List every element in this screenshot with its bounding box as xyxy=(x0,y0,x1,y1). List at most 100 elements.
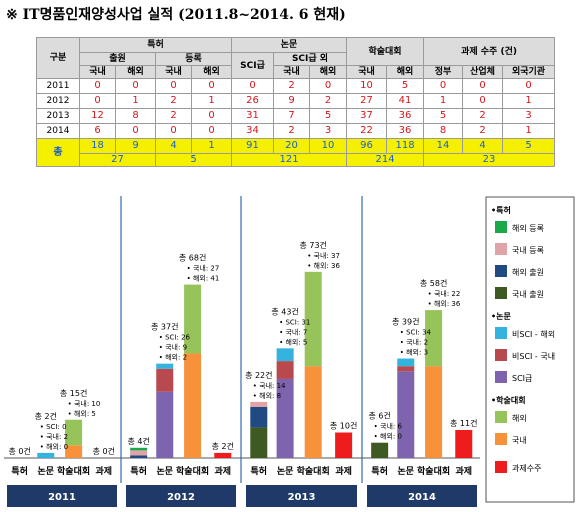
conf-bar-segment xyxy=(304,366,322,458)
bar-note-label: • 국내: 10 xyxy=(68,399,101,408)
table-group-total: 214 xyxy=(346,153,425,167)
table-total-label: 총 xyxy=(36,138,80,167)
paper-bar-segment xyxy=(276,348,294,362)
legend-swatch xyxy=(495,461,507,473)
bar-note-label: • 국내: 22 xyxy=(428,289,461,298)
category-tick-label: 과제 xyxy=(95,465,112,477)
bar-note-label: • 해외: 0 xyxy=(40,442,68,451)
bar-note-label: • 국내: 37 xyxy=(307,251,340,260)
year-band xyxy=(246,485,357,507)
bar-total-label: 총 37건 xyxy=(151,322,178,332)
legend-label: 해외 등록 xyxy=(512,223,544,233)
bar-note-label: • 해외: 5 xyxy=(68,409,96,418)
table-cell: 5 xyxy=(502,138,556,154)
patent-bar-segment xyxy=(250,401,268,407)
bar-total-label: 총 2건 xyxy=(212,441,234,451)
bar-note-label: • 해외: 36 xyxy=(307,261,340,270)
table-column-header: 국내 xyxy=(273,65,310,79)
year-label: 2014 xyxy=(408,492,436,503)
bar-note-label: • 해외: 36 xyxy=(428,299,461,308)
bar-total-label: 총 4건 xyxy=(127,436,149,446)
bar-note-label: • SCI: 0 xyxy=(40,423,67,431)
category-tick-label: 특허 xyxy=(371,465,388,477)
legend-label: 비SCI - 해외 xyxy=(512,329,555,339)
bar-note-label: • 국내: 2 xyxy=(400,338,428,347)
project-bar xyxy=(455,429,473,458)
legend-swatch xyxy=(495,243,507,255)
bar-note-label: • 해외: 2 xyxy=(159,353,187,362)
bar-total-label: 총 68건 xyxy=(179,253,206,263)
table-row: 구분 특허 논문 학술대회 과제 수주 (건) xyxy=(36,37,556,79)
page-title: ※ IT명품인재양성사업 실적 (2011.8~2014. 6 현재) xyxy=(6,7,346,23)
legend-label: SCI급 xyxy=(512,374,532,383)
year-label: 2013 xyxy=(288,492,316,503)
category-tick-label: 과제 xyxy=(214,465,231,477)
bar-note-label: • 해외: 3 xyxy=(400,348,428,357)
bar-total-label: 총 6건 xyxy=(368,411,390,421)
category-tick-label: 논문 xyxy=(156,466,173,477)
bar-note-label: • 국내: 9 xyxy=(159,343,187,352)
year-label: 2011 xyxy=(48,492,76,503)
category-tick-label: 논문 xyxy=(277,466,294,477)
bar-total-label: 총 2건 xyxy=(35,411,57,421)
patent-bar-segment xyxy=(371,442,389,458)
conf-bar-segment xyxy=(425,366,443,458)
legend-swatch xyxy=(495,265,507,277)
category-tick-label: 특허 xyxy=(11,465,28,477)
table-cell: 9 xyxy=(115,138,156,154)
table-subgroup-header: SCI급 외 xyxy=(272,52,348,66)
legend-swatch xyxy=(495,433,507,445)
bar-note-label: • SCI: 34 xyxy=(400,329,432,337)
bar-total-label: 총 11건 xyxy=(450,418,477,428)
project-bar xyxy=(214,452,232,458)
bar-total-label: 총 15건 xyxy=(60,388,87,398)
bar-note-label: • SCI: 31 xyxy=(279,318,310,326)
legend-heading: •논문 xyxy=(491,312,511,321)
category-tick-label: 과제 xyxy=(335,465,352,477)
category-tick-label: 특허 xyxy=(130,465,147,477)
legend-swatch xyxy=(495,371,507,383)
legend-label: 국내 출원 xyxy=(512,289,544,299)
legend-swatch xyxy=(495,411,507,423)
paper-bar-segment xyxy=(397,366,415,372)
legend-label: 해외 출원 xyxy=(512,267,544,277)
table-subgroup-header: 출원 xyxy=(79,52,156,66)
legend-swatch xyxy=(495,327,507,339)
table-row: 27 5 121 214 23 xyxy=(37,153,556,167)
table-subgroup-header: SCI급 xyxy=(231,52,274,79)
legend-swatch xyxy=(495,221,507,233)
paper-bar-segment xyxy=(156,368,174,392)
table-column-header: 산업체 xyxy=(462,65,504,79)
patent-bar-segment xyxy=(130,450,148,456)
category-tick-label: 논문 xyxy=(397,466,414,477)
category-tick-label: 과제 xyxy=(455,465,472,477)
year-band xyxy=(7,485,117,507)
bar-total-label: 총 73건 xyxy=(299,240,326,250)
patent-bar-segment xyxy=(250,427,268,458)
table-row: 총 18 9 4 1 91 20 10 96 118 14 4 5 xyxy=(36,138,556,167)
paper-bar-segment xyxy=(397,371,415,458)
year-band xyxy=(367,485,477,507)
legend-label: 국내 등록 xyxy=(512,246,544,255)
table-cell: 20 xyxy=(273,138,310,154)
conf-bar-segment xyxy=(65,419,83,446)
bar-note-label: • 국내: 7 xyxy=(279,327,307,336)
patent-bar-segment xyxy=(130,455,148,458)
bar-note-label: • 해외: 41 xyxy=(187,274,220,283)
category-tick-label: 논문 xyxy=(37,466,54,477)
table-cell: 18 xyxy=(79,138,116,154)
legend-swatch xyxy=(495,287,507,299)
paper-bar-segment xyxy=(156,391,174,458)
legend-label: 해외 xyxy=(512,413,527,423)
bar-total-label: 총 39건 xyxy=(392,317,419,327)
bar-total-label: 총 0건 xyxy=(93,446,115,456)
table-group-total: 23 xyxy=(423,153,556,167)
bar-note-label: • 국내: 6 xyxy=(374,422,403,431)
legend-label: 과제수주 xyxy=(512,464,541,473)
paper-bar-segment xyxy=(397,358,415,367)
table-row: 2012 0 1 2 1 26 9 2 27 41 1 0 1 xyxy=(36,93,556,109)
patent-bar-segment xyxy=(250,407,268,428)
bar-total-label: 총 22건 xyxy=(245,370,272,380)
legend-label: 국내 xyxy=(512,436,527,445)
table-column-header: 정부 xyxy=(423,65,464,79)
